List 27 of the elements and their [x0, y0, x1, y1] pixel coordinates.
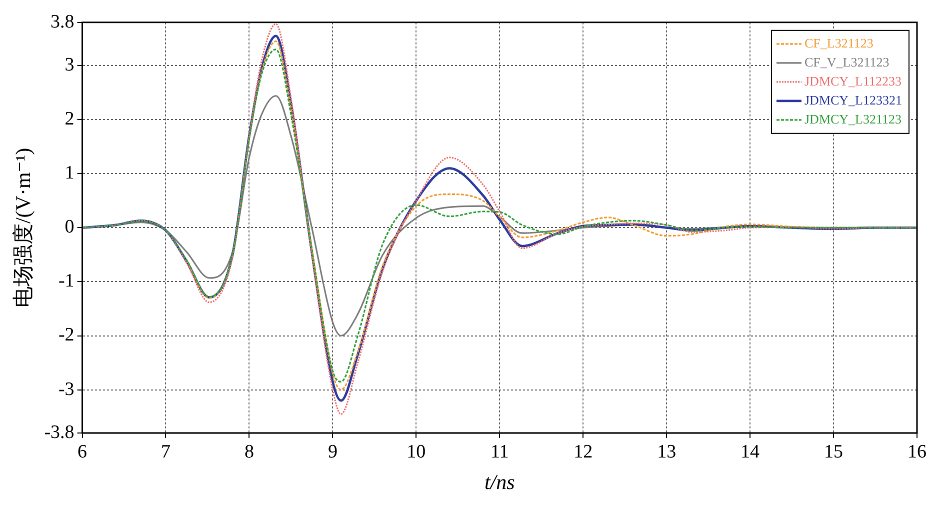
y-tick-label: 3 [64, 54, 74, 76]
y-tick-label: -2 [58, 324, 74, 346]
y-tick-label: -1 [58, 270, 74, 292]
legend-label: JDMCY_L112233 [804, 73, 902, 88]
y-tick-label: 1 [64, 162, 74, 184]
x-tick-label: 10 [406, 441, 426, 462]
x-tick-label: 12 [574, 441, 593, 462]
y-axis-title: 电场强度/(V·m⁻¹) [11, 148, 36, 308]
legend-label: CF_V_L321123 [804, 54, 890, 70]
x-tick-label: 16 [908, 441, 926, 462]
y-tick-label: -3 [58, 378, 74, 400]
legend-label: JDMCY_L123321 [804, 92, 902, 108]
y-tick-label: 2 [64, 108, 74, 130]
legend-label: JDMCY_L321123 [804, 111, 902, 126]
x-tick-label: 6 [78, 441, 88, 462]
x-tick-label: 7 [161, 441, 170, 462]
x-tick-label: 13 [657, 441, 676, 462]
y-tick-label: 3.8 [50, 11, 74, 32]
x-tick-label: 11 [490, 441, 509, 462]
x-tick-label: 8 [244, 441, 254, 462]
y-tick-label: -3.8 [44, 422, 74, 443]
x-axis-title: t/ns [484, 470, 515, 494]
x-tick-label: 14 [740, 441, 760, 462]
x-tick-label: 15 [824, 441, 844, 462]
y-tick-label: 0 [64, 216, 74, 238]
x-tick-label: 9 [328, 441, 338, 462]
legend-label: CF_L321123 [804, 35, 874, 50]
